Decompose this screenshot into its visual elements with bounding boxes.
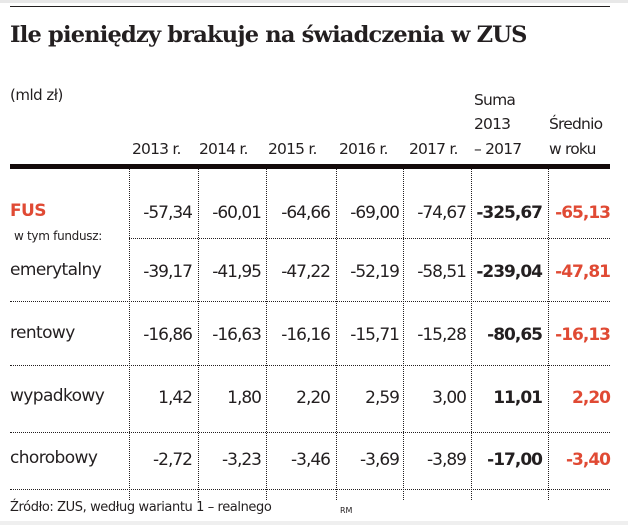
row-label: rentowy	[10, 323, 75, 343]
header-rule	[10, 164, 610, 169]
column-divider	[266, 169, 267, 500]
column-divider	[548, 169, 549, 500]
row-divider	[10, 432, 610, 433]
bottom-bar	[0, 521, 628, 525]
row-label: wypadkowy	[10, 386, 105, 406]
col-header-2016: 2016 r.	[339, 140, 388, 158]
col-header-2013: 2013 r.	[132, 140, 181, 158]
author-initials: RM	[340, 506, 353, 515]
subfund-label: w tym fundusz:	[14, 229, 102, 243]
row-divider	[10, 365, 610, 366]
column-divider	[403, 169, 404, 500]
row-divider	[10, 301, 610, 302]
col-header-2015: 2015 r.	[268, 140, 317, 158]
unit-label: (mld zł)	[10, 86, 63, 104]
column-divider	[471, 169, 472, 500]
top-bar	[0, 0, 628, 3]
col-header-2017: 2017 r.	[409, 140, 458, 158]
row-label: emerytalny	[10, 260, 102, 280]
row-label: chorobowy	[10, 448, 98, 468]
col-header-2014: 2014 r.	[199, 140, 248, 158]
column-divider	[129, 169, 130, 500]
top-rule	[10, 6, 610, 7]
chart-title: Ile pieniędzy brakuje na świadczenia w Z…	[10, 22, 527, 48]
row-divider	[10, 489, 610, 490]
source-note: Źródło: ZUS, według wariantu 1 – realneg…	[10, 500, 272, 515]
column-divider	[336, 169, 337, 500]
row-label: FUS	[10, 201, 46, 221]
column-divider	[198, 169, 199, 500]
row-divider	[129, 238, 610, 239]
